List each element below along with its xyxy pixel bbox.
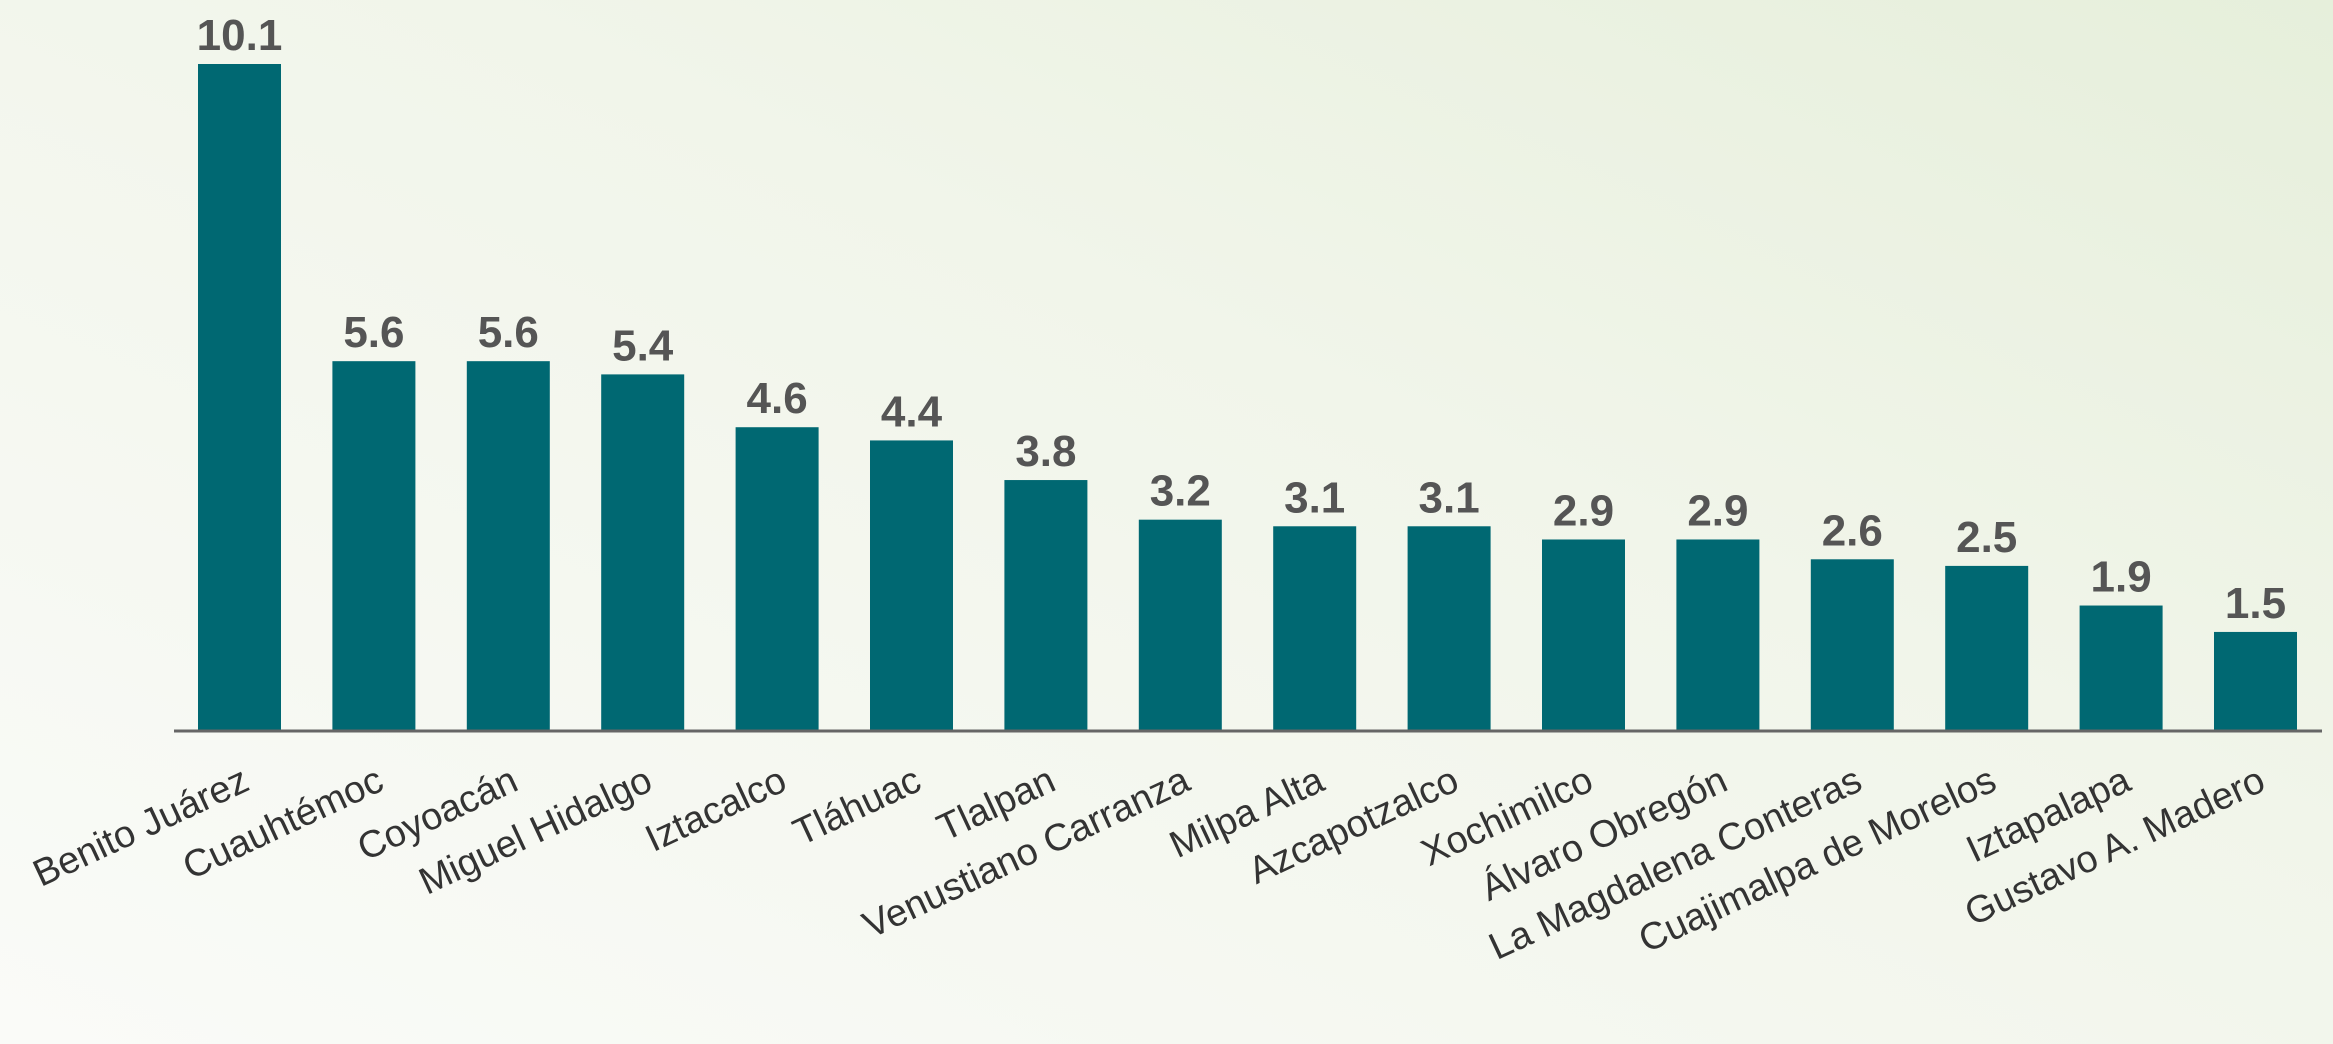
value-label: 5.4 [612,321,674,370]
bar [1273,526,1357,731]
bar [332,361,416,731]
value-label: 10.1 [197,11,283,60]
value-label: 2.9 [1687,486,1748,535]
value-label: 3.2 [1150,467,1211,516]
value-label: 4.6 [747,374,808,423]
bar [1676,539,1760,731]
value-label: 2.9 [1553,486,1614,535]
value-label: 5.6 [478,308,539,357]
value-label: 2.5 [1956,513,2017,562]
value-label: 2.6 [1822,506,1883,555]
bar [466,361,550,731]
bar [601,374,685,731]
value-label: 3.1 [1419,473,1480,522]
bar [1542,539,1625,731]
bar [735,427,819,731]
bar [1138,519,1222,731]
bar [1810,559,1894,731]
bar [1945,565,2029,731]
bar [1407,526,1491,731]
bar [2079,605,2163,731]
bar [2214,631,2297,731]
value-label: 3.8 [1015,427,1076,476]
bar [198,64,281,731]
value-label: 4.4 [881,387,943,436]
value-label: 3.1 [1284,473,1345,522]
bar [1004,480,1088,731]
value-label: 5.6 [343,308,404,357]
bar [870,440,953,731]
value-label: 1.9 [2091,553,2152,602]
value-label: 1.5 [2225,579,2286,628]
